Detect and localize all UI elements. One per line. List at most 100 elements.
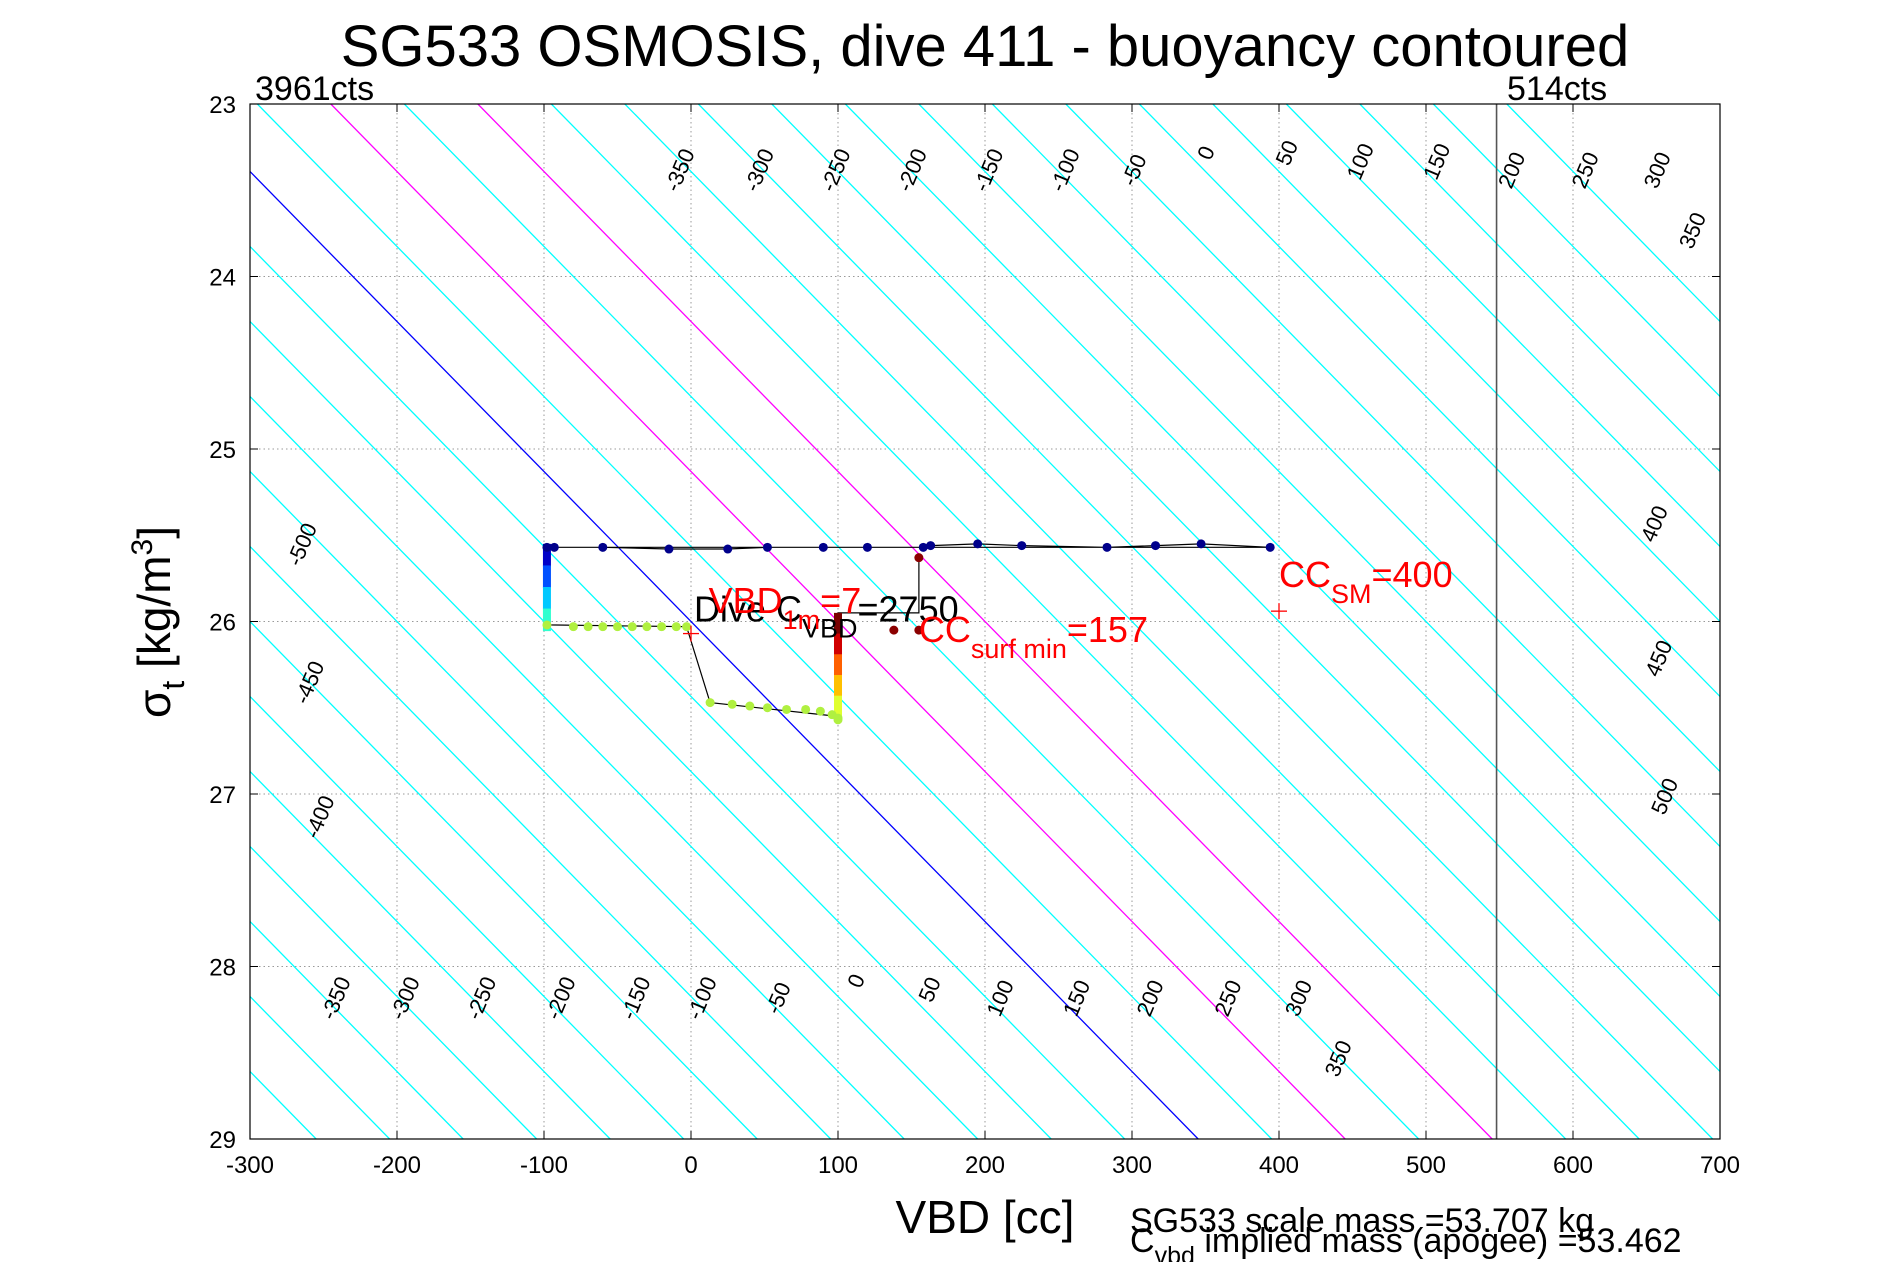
contour-line: [250, 695, 685, 1139]
data-point: [613, 622, 622, 632]
x-tick-label: -200: [373, 1152, 421, 1179]
vbd-color-bar-segment: [542, 565, 551, 588]
contour-line: [1432, 104, 1720, 398]
data-point: [918, 542, 928, 552]
data-point: [1196, 539, 1206, 549]
data-point: [549, 542, 559, 552]
x-tick-label: 400: [1259, 1152, 1299, 1179]
y-tick-label: 24: [209, 265, 236, 292]
vbd-color-bar-segment: [834, 654, 842, 676]
data-point: [598, 622, 608, 632]
data-point: [914, 625, 924, 635]
data-point: [818, 542, 828, 552]
x-tick-label: 300: [1112, 1152, 1152, 1179]
data-point: [727, 699, 737, 709]
vbd-color-bar-segment: [542, 543, 551, 567]
contour-line: [250, 245, 1126, 1139]
y-label-unit-close: ]: [128, 526, 180, 539]
contour-line: [1285, 104, 1720, 548]
contour-line: [1065, 104, 1720, 773]
implied-mass-text: Cvbd implied mass (apogee) =53.462: [1130, 1222, 1682, 1262]
x-axis-label: VBD [cc]: [896, 1191, 1075, 1243]
contour-line: [771, 104, 1720, 1073]
data-point: [664, 544, 674, 554]
data-point: [598, 542, 608, 552]
vbd-color-bar-segment: [834, 633, 842, 656]
contour-line: [1138, 104, 1720, 698]
y-tick-label: 27: [209, 782, 236, 809]
x-tick-label: 0: [684, 1152, 697, 1179]
contour-line: [1359, 104, 1720, 473]
x-tick-label: -100: [520, 1152, 568, 1179]
y-label-main: σ: [128, 690, 180, 718]
data-point: [1265, 542, 1275, 552]
cc-sm-annotation: CCSM=400: [1279, 554, 1453, 609]
data-point: [705, 698, 715, 708]
corner-label-left: 3961cts: [255, 70, 374, 108]
contour-line: [250, 845, 538, 1139]
vbd-color-bar-segment: [834, 695, 842, 718]
data-point: [542, 542, 552, 552]
x-tick-label: 600: [1553, 1152, 1593, 1179]
data-point: [671, 622, 681, 632]
y-tick-label: 23: [209, 92, 236, 119]
y-label-unit-sup: 3: [126, 539, 159, 556]
contour-line: [844, 104, 1720, 998]
contour-line: [250, 920, 464, 1139]
cc-surf-min-annotation: CCsurf min=157: [919, 609, 1148, 664]
data-point: [782, 704, 792, 714]
data-point: [723, 544, 733, 554]
data-point: [833, 715, 843, 725]
dive-data: [542, 539, 1287, 725]
contour-line: [477, 104, 1493, 1139]
y-axis-label: σt [kg/m3]: [126, 526, 191, 718]
vbd-color-bar-segment: [542, 608, 551, 632]
vbd-color-bar-segment: [542, 587, 551, 610]
footer-text: SG533 scale mass =53.707 kg Cvbd implied…: [1130, 1202, 1682, 1267]
contour-line: [256, 104, 1273, 1139]
y-tick-label: 28: [209, 955, 236, 982]
dive-cvbd-annotation: Dive CVBD=2750: [694, 589, 959, 644]
scale-mass-text: SG533 scale mass =53.707 kg: [1130, 1202, 1594, 1240]
corner-label-right: 514cts: [1507, 70, 1607, 108]
contour-line: [1506, 104, 1720, 323]
y-tick-label: 25: [209, 437, 236, 464]
data-point: [657, 622, 667, 632]
annotations: Dive CVBD=2750 VBD1m=7 CCsurf min=157 CC…: [694, 554, 1453, 664]
x-tick-label: 700: [1700, 1152, 1740, 1179]
data-point: [973, 539, 983, 549]
data-point: [583, 622, 593, 632]
data-point: [745, 701, 755, 711]
data-point: [1102, 542, 1112, 552]
x-tick-label: 500: [1406, 1152, 1446, 1179]
contour-line: [250, 170, 1199, 1139]
data-point: [627, 622, 637, 632]
data-point: [642, 622, 652, 632]
y-label-unit: [kg/m: [128, 555, 180, 680]
vbd-color-bar-segment: [834, 612, 842, 635]
data-point: [914, 553, 924, 563]
contour-line: [250, 545, 832, 1139]
vbd-color-bar-segment: [834, 674, 842, 697]
x-tick-label: -300: [226, 1152, 274, 1179]
contour-line: [624, 104, 1640, 1139]
contour-line: [250, 470, 905, 1139]
vbd-1m-annotation: VBD1m=7: [709, 580, 862, 635]
contour-line: [550, 104, 1567, 1139]
data-point: [682, 622, 692, 632]
data-point: [862, 542, 872, 552]
svg-text:σt [kg/m3]: σt [kg/m3]: [126, 526, 191, 718]
y-tick-label: 29: [209, 1127, 236, 1154]
y-tick-label: 26: [209, 610, 236, 637]
data-point: [815, 706, 825, 716]
chart-title: SG533 OSMOSIS, dive 411 - buoyancy conto…: [341, 14, 1630, 79]
data-point: [1017, 541, 1027, 551]
data-point: [926, 541, 936, 551]
contour-line: [250, 770, 611, 1139]
y-label-sub: t: [155, 681, 191, 690]
contour-line: [403, 104, 1420, 1139]
contour-line: [991, 104, 1720, 848]
contour-line: [697, 104, 1714, 1139]
